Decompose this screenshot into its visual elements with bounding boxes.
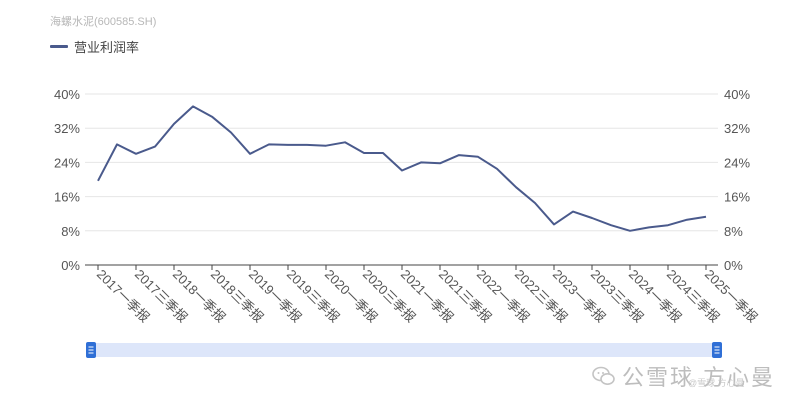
chart-subtitle: 海螺水泥(600585.SH) (50, 16, 157, 28)
data-point[interactable] (114, 141, 120, 147)
slider-handle-left[interactable] (86, 342, 96, 358)
x-axis: 2017一季报2017三季报2018一季报2018三季报2019一季报2019三… (94, 265, 761, 325)
data-point[interactable] (684, 217, 690, 223)
watermark: 公雪球 方心曼 (592, 360, 775, 392)
data-point[interactable] (437, 160, 443, 166)
data-point[interactable] (475, 154, 481, 160)
data-point[interactable] (551, 221, 557, 227)
y-tick-label-left: 8% (61, 224, 80, 239)
y-tick-label-left: 40% (54, 87, 80, 102)
y-tick-label-left: 32% (54, 121, 80, 136)
slider-track[interactable] (91, 343, 717, 357)
data-point[interactable] (570, 209, 576, 215)
data-point[interactable] (513, 184, 519, 190)
y-tick-label-left: 16% (54, 190, 80, 205)
watermark-text: 公雪球 方心曼 (622, 366, 775, 391)
data-point[interactable] (342, 139, 348, 145)
zoom-slider[interactable] (86, 342, 722, 358)
data-point[interactable] (532, 200, 538, 206)
data-point[interactable] (494, 166, 500, 172)
y-tick-label-left: 0% (61, 258, 80, 273)
y-tick-label-right: 32% (724, 121, 750, 136)
data-point[interactable] (285, 142, 291, 148)
watermark-subtext: @雪球 方心曼 (688, 378, 745, 388)
y-tick-label-right: 40% (724, 87, 750, 102)
grid-lines (85, 93, 718, 266)
y-axis-right: 0% 8% 16% 24% 32% 40% (724, 87, 750, 273)
legend-line-swatch (50, 45, 68, 48)
data-point[interactable] (323, 143, 329, 149)
data-point[interactable] (627, 228, 633, 234)
y-tick-label-right: 16% (724, 190, 750, 205)
data-point[interactable] (646, 224, 652, 230)
data-point[interactable] (190, 103, 196, 109)
data-point[interactable] (247, 151, 253, 157)
slider-handle-right[interactable] (712, 342, 722, 358)
data-point[interactable] (228, 129, 234, 135)
series-layer (95, 103, 709, 234)
data-point[interactable] (703, 214, 709, 220)
y-tick-label-right: 24% (724, 155, 750, 170)
wechat-icon (592, 366, 615, 385)
data-point[interactable] (171, 121, 177, 127)
data-point[interactable] (665, 222, 671, 228)
y-tick-label-right: 8% (724, 224, 743, 239)
data-point[interactable] (418, 159, 424, 165)
data-point[interactable] (361, 150, 367, 156)
data-point[interactable] (209, 114, 215, 120)
y-axis-left: 0% 8% 16% 24% 32% 40% (54, 87, 80, 273)
data-point[interactable] (133, 151, 139, 157)
y-tick-label-left: 24% (54, 155, 80, 170)
data-point[interactable] (399, 168, 405, 174)
data-point[interactable] (266, 141, 272, 147)
legend-item[interactable]: 营业利润率 (50, 37, 139, 56)
data-point[interactable] (456, 152, 462, 158)
data-point[interactable] (589, 215, 595, 221)
legend-label: 营业利润率 (74, 40, 140, 55)
data-point[interactable] (304, 142, 310, 148)
series-line-operating-margin (97, 105, 707, 232)
data-point[interactable] (380, 150, 386, 156)
data-point[interactable] (95, 178, 101, 184)
y-tick-label-right: 0% (724, 258, 743, 273)
data-point[interactable] (608, 222, 614, 228)
data-point[interactable] (152, 144, 158, 150)
